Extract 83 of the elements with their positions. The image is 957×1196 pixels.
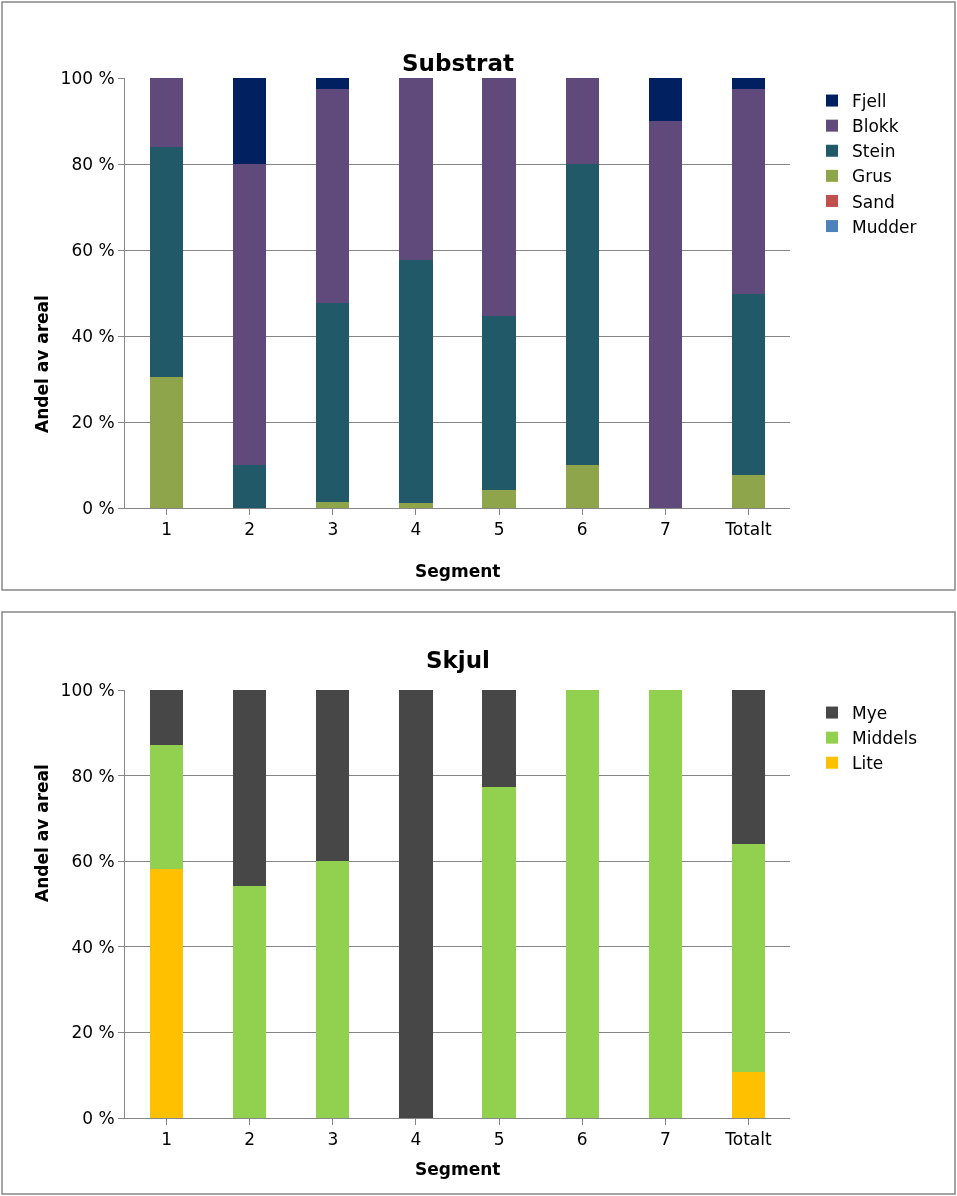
bar xyxy=(731,1072,766,1118)
bar xyxy=(648,78,682,121)
x-tick-label: 5 xyxy=(493,519,505,540)
bar xyxy=(482,690,516,788)
x-tick-label: 7 xyxy=(659,519,671,540)
bar xyxy=(399,78,433,260)
bar xyxy=(565,690,599,1118)
legend-label: Mudder xyxy=(852,216,917,237)
legend-label: Stein xyxy=(852,141,896,162)
bar xyxy=(399,259,433,504)
x-tick-label: 1 xyxy=(161,519,172,540)
y-axis-title: Andel av areal xyxy=(32,764,52,902)
bar xyxy=(149,869,184,1118)
bar xyxy=(233,78,267,164)
chart-title: Substrat xyxy=(402,50,514,76)
x-tick-label: 6 xyxy=(576,1129,588,1150)
bar xyxy=(316,88,350,304)
bar xyxy=(233,465,267,508)
bar xyxy=(731,88,766,294)
y-tick-label: 60 % xyxy=(71,851,115,872)
bar xyxy=(233,690,267,886)
x-tick-label: Totalt xyxy=(724,519,772,540)
x-tick-label: 3 xyxy=(327,519,339,540)
bar xyxy=(648,690,682,1118)
bar xyxy=(731,690,766,844)
bar xyxy=(399,690,433,1118)
x-tick-label: 1 xyxy=(161,1129,172,1150)
x-tick-label: 2 xyxy=(244,519,256,540)
bar xyxy=(316,303,350,503)
y-tick-label: 100 % xyxy=(60,679,115,700)
legend-label: Fjell xyxy=(852,91,887,112)
bar xyxy=(482,490,516,508)
bar xyxy=(482,787,516,1118)
x-tick-label: 3 xyxy=(327,1129,339,1150)
bar xyxy=(482,78,516,317)
y-tick-label: 20 % xyxy=(71,1022,115,1043)
y-tick-label: 40 % xyxy=(71,936,115,957)
y-axis-title: Andel av areal xyxy=(32,295,52,433)
y-tick-label: 80 % xyxy=(71,765,115,786)
bar xyxy=(731,78,766,89)
bar xyxy=(149,147,184,377)
bar xyxy=(316,78,350,89)
legend-label: Lite xyxy=(852,753,884,774)
bar xyxy=(648,121,682,508)
bar xyxy=(233,885,267,1118)
x-tick-label: 4 xyxy=(410,519,422,540)
bar xyxy=(731,293,766,476)
bar xyxy=(233,164,267,465)
bar xyxy=(149,745,184,870)
bar xyxy=(316,861,350,1118)
y-tick-label: 0 % xyxy=(82,1107,115,1128)
legend-label: Middels xyxy=(852,728,918,749)
x-tick-label: 7 xyxy=(659,1129,671,1150)
legend-label: Blokk xyxy=(852,116,899,137)
bar xyxy=(731,843,766,1073)
bar xyxy=(149,376,184,508)
y-tick-label: 20 % xyxy=(71,411,115,432)
bar xyxy=(565,465,599,508)
legend-label: Sand xyxy=(852,191,895,212)
bar xyxy=(316,502,350,508)
legend-label: Grus xyxy=(852,166,892,187)
x-tick-label: Totalt xyxy=(724,1129,772,1150)
y-tick-label: 100 % xyxy=(60,67,115,88)
bar xyxy=(316,690,350,862)
bar xyxy=(565,164,599,466)
bar xyxy=(399,503,433,508)
bar xyxy=(149,690,184,746)
x-axis-title: Segment xyxy=(415,561,501,581)
x-tick-label: 6 xyxy=(576,519,588,540)
x-tick-label: 2 xyxy=(244,1129,256,1150)
bar xyxy=(149,78,184,148)
legend-label: Mye xyxy=(852,703,888,724)
bar xyxy=(482,316,516,491)
x-axis-title: Segment xyxy=(415,1159,501,1179)
bar xyxy=(565,78,599,164)
x-tick-label: 4 xyxy=(410,1129,422,1150)
chart-title: Skjul xyxy=(426,647,491,673)
y-tick-label: 0 % xyxy=(82,497,115,518)
x-tick-label: 5 xyxy=(493,1129,505,1150)
y-tick-label: 40 % xyxy=(71,325,115,346)
bar xyxy=(731,475,766,508)
y-tick-label: 80 % xyxy=(71,153,115,174)
y-tick-label: 60 % xyxy=(71,239,115,260)
